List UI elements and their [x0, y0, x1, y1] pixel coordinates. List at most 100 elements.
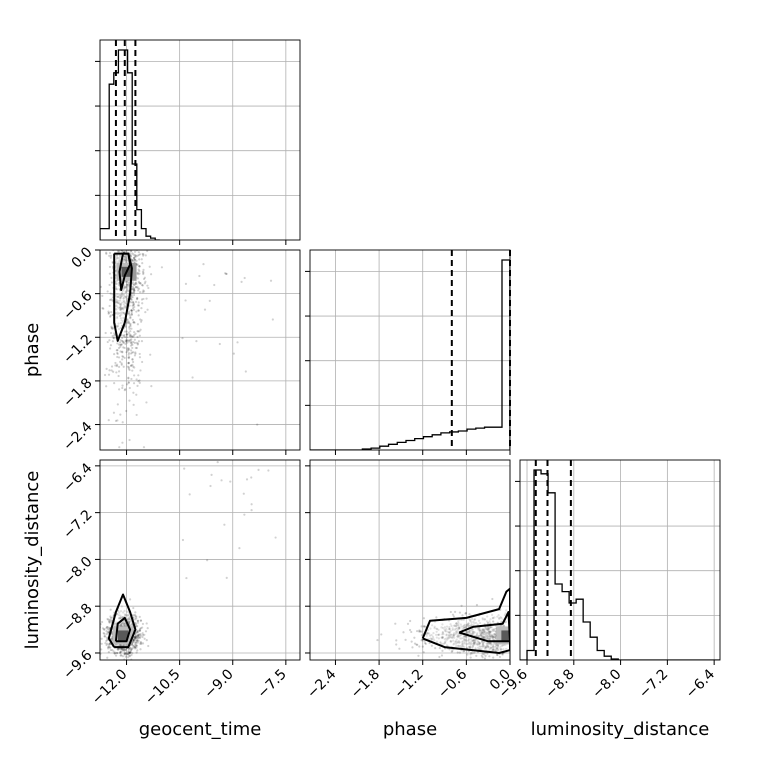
scatter-point: [138, 636, 141, 640]
contour-level-0: [421, 587, 510, 654]
scatter-point: [121, 441, 124, 444]
scatter-point: [125, 302, 128, 305]
scatter-point: [469, 645, 472, 648]
scatter-point: [120, 293, 123, 296]
scatter-point: [469, 624, 473, 627]
scatter-point: [418, 645, 421, 648]
scatter-point: [122, 297, 125, 300]
scatter-point: [491, 644, 495, 647]
scatter-point: [109, 256, 112, 259]
scatter-point: [441, 623, 444, 626]
scatter-point: [130, 250, 133, 252]
scatter-point: [453, 624, 456, 627]
scatter-point: [106, 656, 109, 659]
scatter-point: [120, 311, 123, 314]
scatter-point: [128, 621, 131, 624]
scatter-point: [118, 647, 121, 650]
scatter-point: [105, 630, 108, 633]
scatter-point: [467, 622, 470, 625]
scatter-point: [135, 378, 138, 381]
scatter-point: [475, 634, 478, 637]
scatter-point: [124, 388, 127, 391]
scatter-point: [119, 303, 123, 306]
scatter-point: [271, 318, 274, 321]
scatter-point: [136, 254, 139, 257]
scatter-point: [132, 303, 135, 306]
scatter-point: [128, 368, 131, 372]
scatter-point: [490, 642, 493, 646]
scatter-point: [115, 325, 118, 328]
scatter-point: [479, 645, 482, 648]
scatter-point: [127, 377, 130, 380]
scatter-point: [122, 316, 125, 320]
scatter-point: [127, 367, 130, 370]
scatter-point: [470, 642, 473, 645]
scatter-point: [125, 260, 128, 263]
scatter-point: [127, 331, 130, 334]
scatter-point: [477, 627, 480, 631]
scatter-point: [457, 626, 461, 630]
scatter-point: [117, 327, 121, 331]
scatter-point: [160, 266, 164, 269]
scatter-point: [417, 654, 420, 657]
scatter-point: [108, 628, 111, 631]
scatter-point: [492, 628, 495, 631]
scatter-point: [493, 627, 496, 631]
scatter-point: [131, 281, 134, 284]
scatter-point: [133, 288, 136, 291]
scatter-point: [107, 373, 111, 376]
scatter-point: [132, 360, 135, 364]
scatter-point: [97, 642, 99, 644]
scatter-point: [107, 312, 110, 315]
scatter-point: [127, 381, 130, 384]
scatter-point: [133, 254, 136, 257]
scatter-point: [142, 289, 145, 292]
scatter-point: [134, 352, 137, 355]
scatter-point: [116, 325, 119, 328]
scatter-point: [117, 295, 120, 298]
scatter-point: [113, 652, 116, 655]
scatter-point: [484, 654, 487, 657]
scatter-point: [462, 635, 466, 638]
scatter-point: [108, 369, 111, 372]
scatter-point: [482, 628, 485, 631]
y-tick-label: −8.0: [60, 554, 95, 589]
scatter-point: [454, 610, 457, 614]
scatter-point: [128, 386, 131, 390]
scatter-point: [487, 632, 490, 636]
scatter-point: [122, 623, 125, 627]
scatter-point: [250, 476, 253, 479]
scatter-point: [133, 354, 137, 357]
scatter-point: [123, 254, 126, 258]
scatter-point: [488, 620, 491, 623]
scatter-point: [447, 637, 450, 640]
scatter-point: [111, 637, 114, 640]
scatter-point: [129, 651, 132, 654]
scatter-point: [108, 621, 111, 624]
scatter-point: [124, 648, 127, 651]
x-axis-label-luminosity_distance: luminosity_distance: [531, 719, 710, 740]
scatter-point: [126, 287, 129, 291]
scatter-point: [115, 308, 118, 311]
scatter-point: [128, 620, 131, 623]
scatter-point: [448, 631, 451, 634]
scatter-point: [136, 271, 140, 274]
scatter-point: [132, 351, 135, 354]
scatter-point: [458, 641, 461, 644]
scatter-point: [453, 642, 456, 645]
scatter-point: [123, 286, 126, 289]
scatter-point: [136, 272, 139, 275]
scatter-point: [115, 651, 119, 655]
scatter-point: [108, 265, 112, 269]
scatter-point: [465, 635, 468, 638]
scatter-point: [127, 362, 130, 365]
scatter-point: [478, 645, 481, 648]
scatter-point: [490, 643, 493, 646]
scatter-point: [110, 365, 114, 368]
scatter-point: [123, 609, 126, 612]
scatter-point: [457, 644, 460, 647]
scatter-point: [125, 351, 128, 354]
scatter-point: [142, 254, 145, 257]
scatter-point: [101, 620, 104, 624]
